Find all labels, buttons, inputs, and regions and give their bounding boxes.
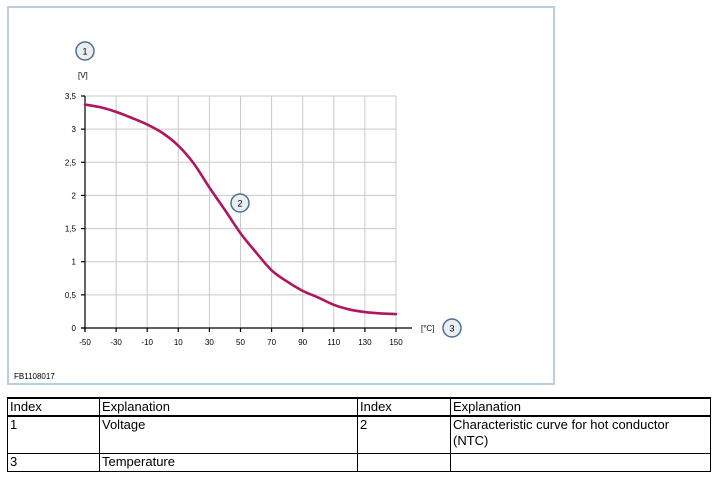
legend-header-row: Index Explanation Index Explanation [7,397,711,417]
ntc-characteristic-chart: -50 -30 -10 10 30 50 70 90 110 130 150 0 0,5 1 1,5 2 2,5… [14,41,462,381]
x-tick-label: 10 [174,338,183,347]
x-tick-label: 90 [298,338,307,347]
x-axis-unit: [°C] [421,324,434,333]
callout-x-axis-number: 3 [449,324,454,334]
callout-y-axis: 1 [75,41,95,61]
y-axis-unit: [V] [78,71,88,80]
y-tick-label: 3 [72,125,77,134]
header-index-1: Index [7,397,100,417]
y-tick-label: 1 [72,258,77,267]
characteristic-curve-line [83,103,398,316]
tick-labels: -50 -30 -10 10 30 50 70 90 110 130 150 0 0,5 1 1,5 2 2,5… [65,92,403,347]
cell-explanation [450,452,711,472]
axes [81,95,412,332]
x-tick-label: 50 [236,338,245,347]
header-explanation-1: Explanation [99,397,358,417]
cell-index: 2 [357,415,451,454]
cell-index [357,452,451,472]
table-row: 1 Voltage 2 Characteristic curve for hot… [7,415,711,454]
header-index-2: Index [357,397,451,417]
callout-curve: 2 [230,193,250,213]
x-tick-label: 150 [389,338,403,347]
y-tick-label: 2 [72,191,77,200]
x-tick-label: 110 [327,338,340,347]
cell-index: 3 [7,452,100,472]
callout-curve-number: 2 [237,199,242,209]
x-tick-label: -30 [110,338,122,347]
x-tick-label: 30 [205,338,214,347]
y-tick-label: 2,5 [65,158,77,167]
y-tick-label: 3,5 [65,92,77,101]
y-tick-label: 1,5 [65,225,77,234]
legend-table: Index Explanation Index Explanation 1 Vo… [7,397,711,472]
figure-frame: -50 -30 -10 10 30 50 70 90 110 130 150 0 0,5 1 1,5 2 2,5… [7,6,555,385]
callout-y-axis-number: 1 [82,47,87,57]
cell-explanation: Voltage [99,415,358,454]
header-explanation-2: Explanation [450,397,711,417]
x-tick-label: 70 [267,338,276,347]
table-row: 3 Temperature [7,452,711,472]
callout-x-axis: 3 [442,318,462,338]
cell-index: 1 [7,415,100,454]
series [83,103,398,316]
x-tick-label: -10 [141,338,153,347]
figure-id: FB1108017 [14,372,55,381]
cell-explanation: Characteristic curve for hot conductor (… [450,415,711,454]
y-tick-label: 0,5 [65,291,77,300]
y-tick-label: 0 [72,324,77,333]
x-tick-label: 130 [358,338,372,347]
x-tick-label: -50 [79,338,91,347]
cell-explanation: Temperature [99,452,358,472]
